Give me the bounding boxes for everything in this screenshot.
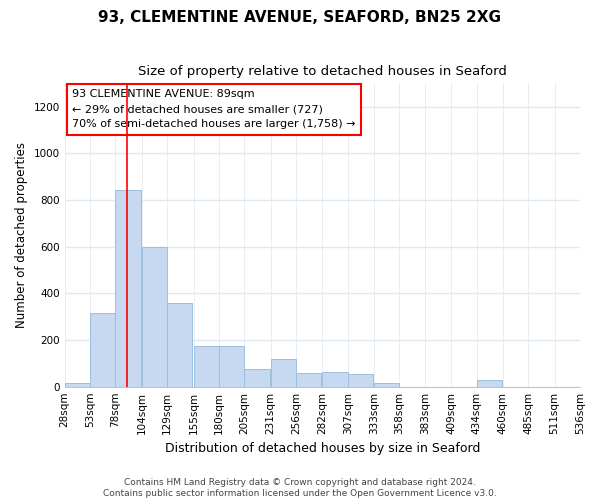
Bar [476,380,502,386]
Bar [142,246,167,386]
Y-axis label: Number of detached properties: Number of detached properties [15,142,28,328]
Text: 93, CLEMENTINE AVENUE, SEAFORD, BN25 2XG: 93, CLEMENTINE AVENUE, SEAFORD, BN25 2XG [98,10,502,25]
Bar [347,374,373,386]
Bar [90,313,115,386]
X-axis label: Distribution of detached houses by size in Seaford: Distribution of detached houses by size … [164,442,480,455]
Bar [115,190,141,386]
Bar [167,302,193,386]
Bar [193,346,219,387]
Bar [65,383,90,386]
Bar [374,383,400,386]
Bar [271,358,296,386]
Title: Size of property relative to detached houses in Seaford: Size of property relative to detached ho… [138,65,507,78]
Bar [219,346,244,387]
Text: 93 CLEMENTINE AVENUE: 89sqm
← 29% of detached houses are smaller (727)
70% of se: 93 CLEMENTINE AVENUE: 89sqm ← 29% of det… [73,90,356,129]
Text: Contains HM Land Registry data © Crown copyright and database right 2024.
Contai: Contains HM Land Registry data © Crown c… [103,478,497,498]
Bar [244,369,269,386]
Bar [296,372,322,386]
Bar [322,372,347,386]
